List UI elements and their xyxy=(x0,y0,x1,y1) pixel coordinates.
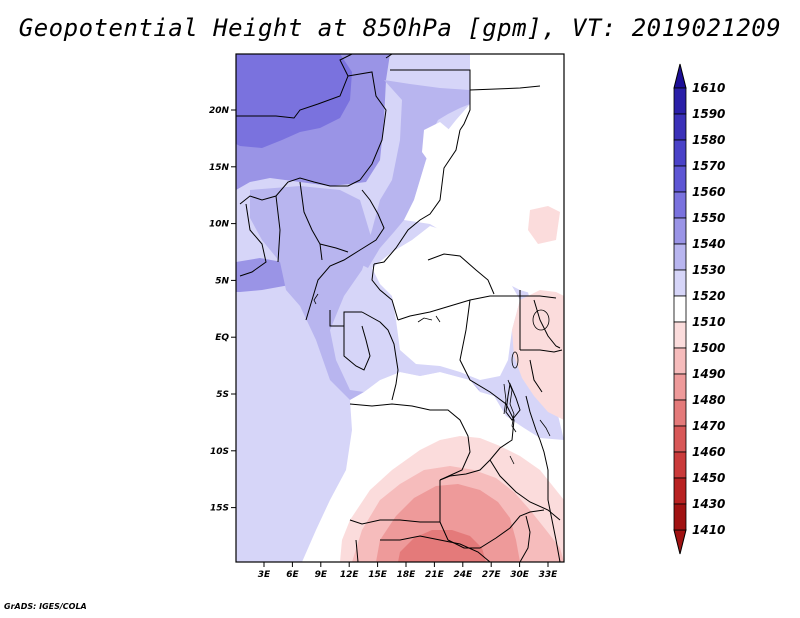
colorbar-label: 1610 xyxy=(692,81,725,95)
lon-tick-label: 27E xyxy=(482,570,502,580)
page-title: Geopotential Height at 850hPa [gpm], VT:… xyxy=(18,14,782,42)
colorbar-label: 1510 xyxy=(692,315,725,329)
lat-tick-label: 15N xyxy=(209,163,230,173)
field-white-patch xyxy=(422,122,452,166)
colorbar-segment xyxy=(673,295,687,323)
colorbar-segment xyxy=(673,165,687,193)
lon-axis: 3E 6E 9E 12E 15E 18E 21E 24E 27E 30E 33E xyxy=(258,562,558,580)
colorbar-segment xyxy=(673,217,687,245)
field-pink-ne xyxy=(528,206,560,244)
lon-tick-label: 33E xyxy=(539,570,559,580)
lon-tick-label: 15E xyxy=(368,570,388,580)
colorbar-label: 1570 xyxy=(692,159,725,173)
colorbar-label: 1410 xyxy=(692,523,725,537)
colorbar-segment xyxy=(673,477,687,505)
lon-tick-label: 18E xyxy=(397,570,417,580)
field-purple-core xyxy=(236,54,352,148)
lat-tick-label: 5N xyxy=(215,276,229,286)
colorbar-bottom-arrow xyxy=(673,529,687,555)
lat-tick-label: 5S xyxy=(216,390,229,400)
colorbar-segment xyxy=(673,87,687,115)
field-purple-central xyxy=(250,186,480,402)
height-field xyxy=(236,54,564,562)
colorbar-label: 1460 xyxy=(692,445,725,459)
colorbar-label: 1470 xyxy=(692,419,725,433)
colorbar-segment xyxy=(673,451,687,479)
lon-tick-label: 21E xyxy=(425,570,445,580)
colorbar-segment xyxy=(673,373,687,401)
colorbar-label: 1550 xyxy=(692,211,725,225)
lon-tick-label: 6E xyxy=(286,570,299,580)
colorbar-label: 1590 xyxy=(692,107,725,121)
colorbar-label: 1540 xyxy=(692,237,725,251)
field-white-interior xyxy=(372,226,520,380)
colorbar-segment xyxy=(673,243,687,271)
colorbar-label: 1430 xyxy=(692,497,725,511)
lon-tick-label: 3E xyxy=(258,570,271,580)
colorbar-segment xyxy=(673,399,687,427)
colorbar-segment xyxy=(673,503,687,531)
colorbar-segment xyxy=(673,347,687,375)
footer-credit: GrADS: IGES/COLA xyxy=(4,602,87,611)
lon-tick-label: 30E xyxy=(510,570,530,580)
colorbar-label: 1520 xyxy=(692,289,725,303)
lat-tick-label: 10N xyxy=(209,220,230,230)
lat-tick-label: EQ xyxy=(215,333,229,343)
lat-tick-label: 20N xyxy=(209,106,230,116)
lat-tick-label: 10S xyxy=(210,447,229,457)
colorbar-segment xyxy=(673,321,687,349)
lon-tick-label: 12E xyxy=(340,570,360,580)
colorbar-label: 1450 xyxy=(692,471,725,485)
colorbar-label: 1580 xyxy=(692,133,725,147)
colorbar-segment xyxy=(673,139,687,167)
lon-tick-label: 24E xyxy=(453,570,473,580)
colorbar-label: 1560 xyxy=(692,185,725,199)
colorbar-segment xyxy=(673,269,687,297)
field-pink-east xyxy=(512,290,564,420)
colorbar-label: 1530 xyxy=(692,263,725,277)
colorbar-label: 1500 xyxy=(692,341,725,355)
map-frame xyxy=(235,53,565,563)
colorbar-segment xyxy=(673,113,687,141)
colorbar-top-arrow xyxy=(673,63,687,89)
country-borders xyxy=(236,54,563,562)
lon-tick-label: 9E xyxy=(315,570,328,580)
colorbar-segment xyxy=(673,191,687,219)
lat-tick-label: 15S xyxy=(210,504,229,514)
colorbar-label: 1490 xyxy=(692,367,725,381)
colorbar: 1610 1590 1580 1570 1560 1550 1540 1530 1520 1510… xyxy=(673,63,725,555)
colorbar-label: 1480 xyxy=(692,393,725,407)
field-salmon-core xyxy=(398,530,486,562)
field-white-patch2 xyxy=(540,64,564,92)
field-white xyxy=(302,54,564,562)
lakes xyxy=(313,293,551,465)
field-purple-north xyxy=(360,80,470,268)
colorbar-segment xyxy=(673,425,687,453)
lat-axis: 20N 15N 10N 5N EQ 5S 10S 15S xyxy=(209,106,236,514)
